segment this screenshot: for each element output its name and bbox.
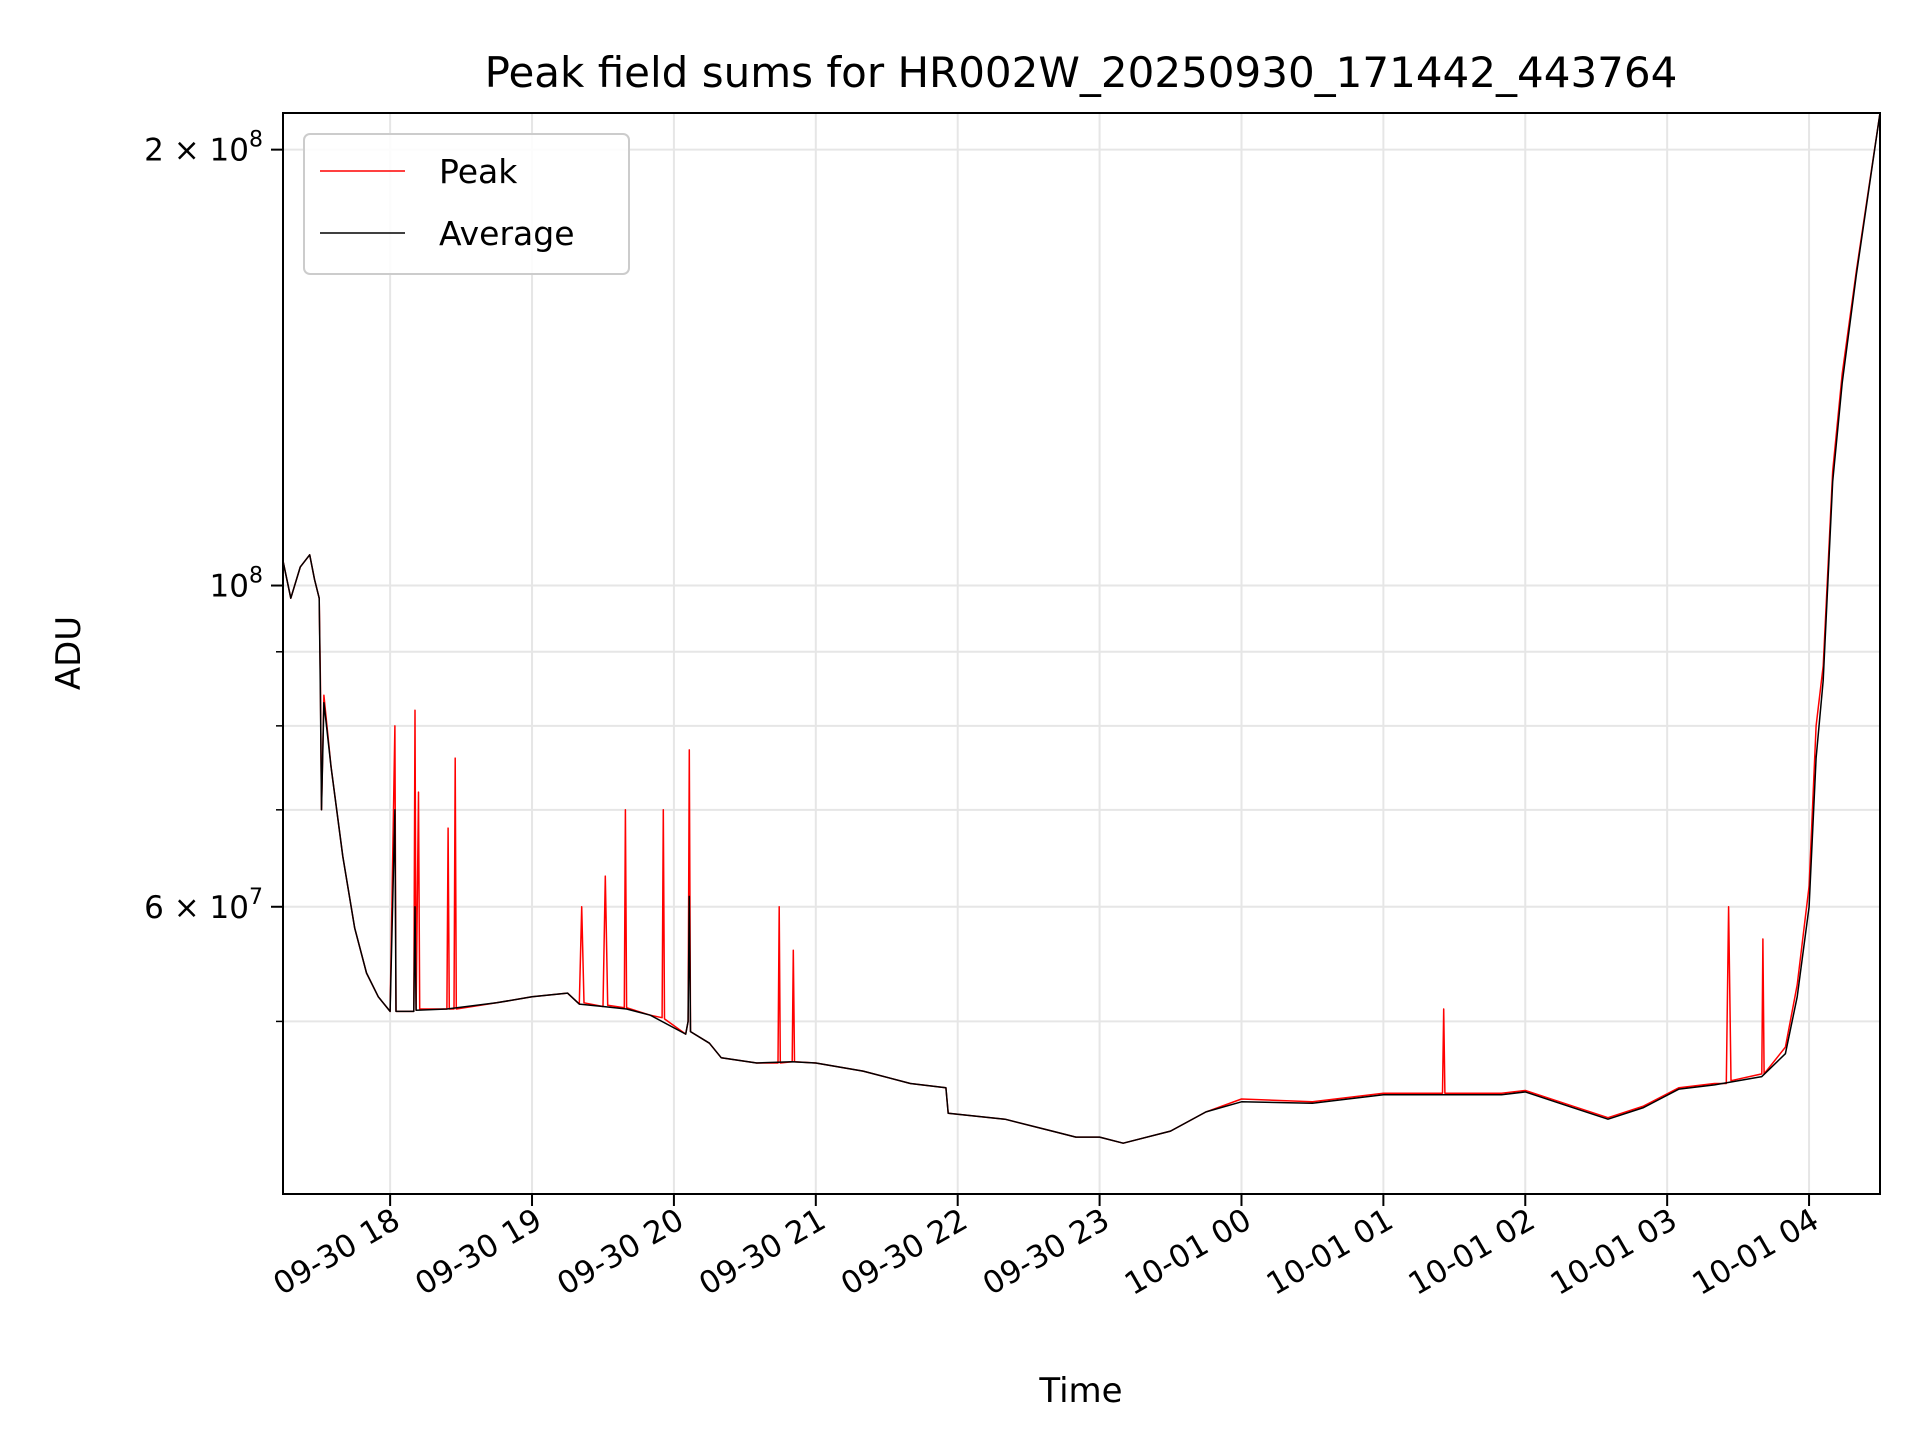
legend-label-average: Average [439, 214, 575, 253]
legend-label-peak: Peak [439, 152, 518, 191]
y-axis: 2 × 108 108 6 × 107 [144, 128, 283, 1023]
grid [283, 113, 1880, 1194]
legend-box [303, 133, 630, 275]
plot-area [283, 113, 1880, 1144]
y-tick-label: 108 [210, 564, 263, 605]
chart-title: Peak field sums for HR002W_20250930_1714… [485, 48, 1678, 97]
y-axis-label: ADU [49, 616, 89, 690]
legend: Peak Average [303, 133, 630, 275]
y-tick-label: 2 × 108 [144, 128, 263, 169]
y-tick-label: 6 × 107 [144, 885, 263, 926]
plot-frame [282, 112, 1881, 1195]
x-axis-label: Time [1038, 1371, 1122, 1411]
series-line-average [283, 113, 1880, 1144]
